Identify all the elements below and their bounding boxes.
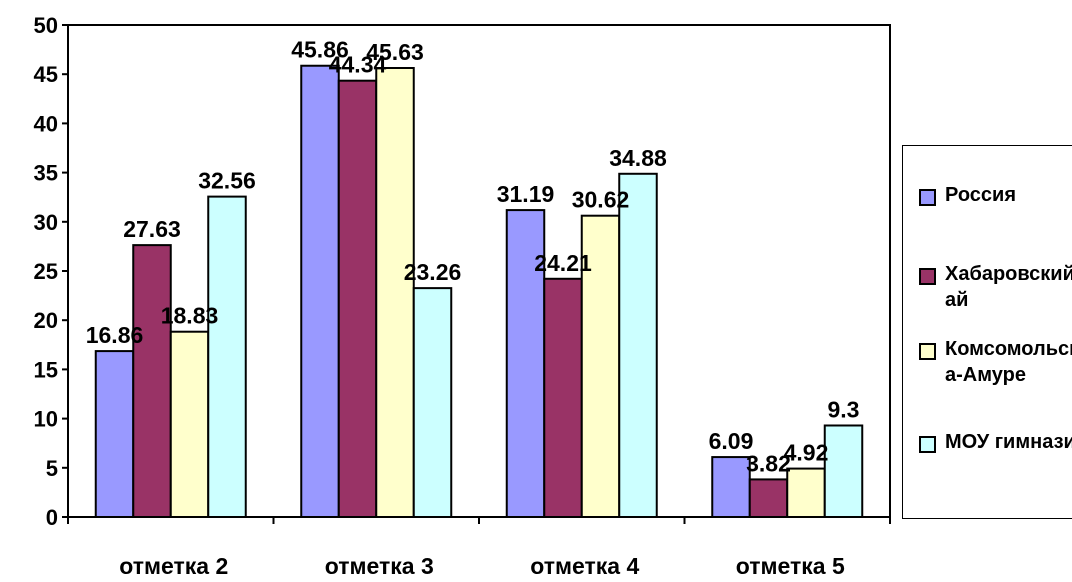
legend-label: Россия — [945, 184, 1017, 206]
bar-1-3 — [505, 209, 546, 518]
data-label: 30.62 — [572, 187, 630, 213]
y-tick-label: 35 — [34, 161, 58, 186]
y-tick-label: 20 — [34, 308, 58, 333]
bar-4-3 — [618, 172, 658, 519]
y-tick-label: 10 — [34, 407, 58, 432]
y-tick-label: 45 — [34, 62, 58, 87]
legend-swatch — [919, 343, 936, 360]
data-label: 9.3 — [828, 396, 860, 422]
bar-1-2 — [300, 64, 340, 518]
legend-label: Хабаровский край — [945, 263, 1072, 311]
bar-4-1 — [207, 195, 247, 519]
bar-2-4 — [748, 478, 789, 518]
bar-2-2 — [337, 79, 378, 518]
data-label: 24.21 — [534, 250, 592, 276]
data-label: 16.86 — [86, 322, 144, 348]
y-tick-label: 30 — [34, 210, 58, 235]
bar-2-1 — [132, 244, 172, 519]
y-tick-label: 5 — [46, 456, 58, 481]
data-label: 27.63 — [123, 216, 181, 242]
data-label: 45.63 — [366, 39, 424, 65]
bar-4-4 — [823, 424, 864, 519]
data-label: 44.34 — [329, 52, 387, 78]
legend-swatch — [919, 268, 936, 285]
bar-1-1 — [94, 350, 135, 518]
data-label: 6.09 — [709, 428, 754, 454]
data-label: 23.26 — [404, 259, 462, 285]
legend-label: МОУ гимназия 1 — [945, 431, 1072, 453]
data-label: 32.56 — [198, 168, 256, 194]
bar-2-3 — [543, 277, 583, 518]
y-tick-label: 25 — [34, 259, 58, 284]
data-label: 34.88 — [609, 145, 667, 171]
legend-swatch — [919, 436, 936, 453]
x-category-label: отметка 3 — [325, 553, 434, 579]
bar-4-2 — [412, 287, 453, 519]
bar-3-3 — [580, 214, 621, 519]
bars — [94, 64, 864, 519]
axes: 0 5 10 15 20 25 30 35 40 45 50 отметка 2 отметка 3 от… — [34, 13, 891, 579]
bar-3-1 — [169, 330, 210, 518]
y-tick-label: 0 — [46, 505, 58, 530]
x-category-label: отметка 5 — [736, 553, 845, 579]
x-category-label: отметка 2 — [119, 553, 228, 579]
data-label: 31.19 — [497, 181, 555, 207]
data-label: 45.86 — [291, 37, 349, 63]
data-label: 18.83 — [161, 303, 219, 329]
bar-3-2 — [375, 67, 415, 519]
legend: Россия Хабаровский край Комсомольск-на-Аму… — [902, 145, 1072, 519]
legend-label: Комсомольск-на-Амуре — [945, 338, 1072, 386]
bar-1-4 — [711, 456, 751, 518]
y-tick-label: 15 — [34, 357, 58, 382]
y-tick-label: 40 — [34, 111, 58, 136]
legend-swatch — [919, 189, 936, 206]
y-tick-label: 50 — [34, 13, 58, 38]
data-label: 3.82 — [746, 450, 791, 476]
data-label: 4.92 — [784, 440, 829, 466]
x-category-label: отметка 4 — [530, 553, 639, 579]
bar-3-4 — [786, 467, 826, 518]
